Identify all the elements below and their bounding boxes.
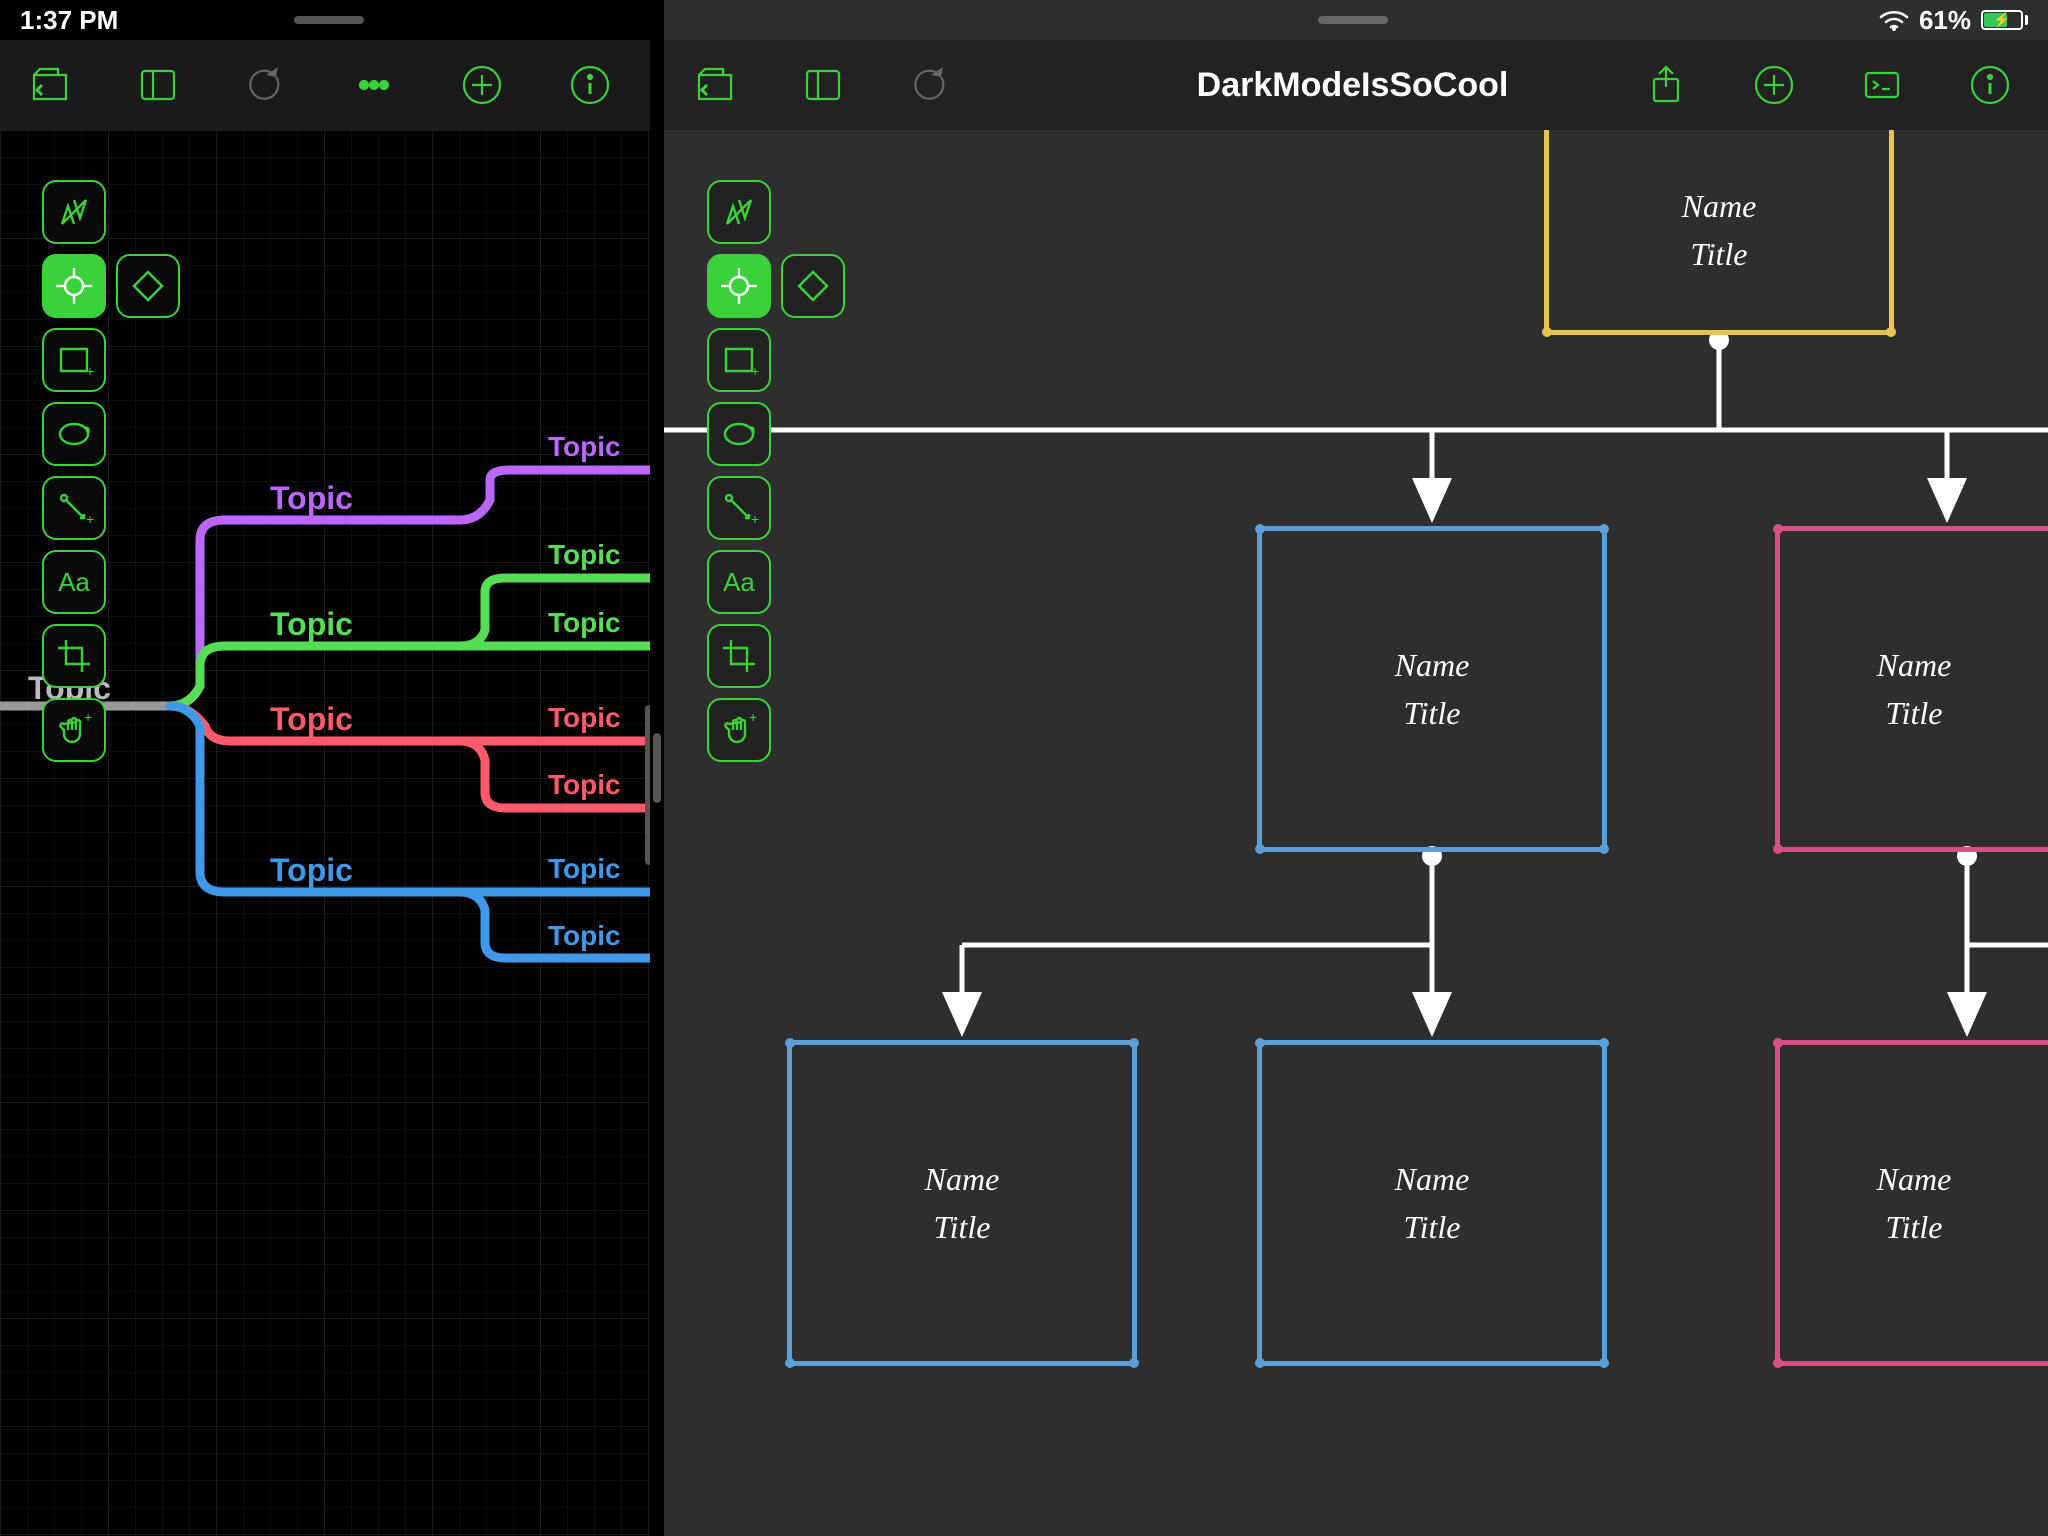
- status-bar-left: 1:37 PM: [0, 0, 657, 40]
- org-name: Name: [1395, 641, 1470, 689]
- topic-red-child1[interactable]: Topic: [548, 702, 621, 734]
- rect-tool[interactable]: +: [42, 328, 106, 392]
- org-box-mid-left[interactable]: Name Title: [1257, 526, 1607, 852]
- diamond-tool[interactable]: [116, 254, 180, 318]
- org-box-bot-3[interactable]: Name Title: [1775, 1040, 2048, 1366]
- org-name: Name: [1877, 1155, 1952, 1203]
- undo-button[interactable]: [238, 57, 294, 113]
- tool-palette-left: + + Aa +: [42, 180, 180, 762]
- topic-purple[interactable]: Topic: [270, 480, 353, 517]
- hand-tool[interactable]: +: [707, 698, 771, 762]
- org-title: Title: [1886, 689, 1943, 737]
- svg-text:+: +: [751, 363, 759, 379]
- more-button[interactable]: [346, 57, 402, 113]
- topic-green-child2[interactable]: Topic: [548, 607, 621, 639]
- pencil-tool[interactable]: [42, 180, 106, 244]
- topic-green-child1[interactable]: Topic: [548, 539, 621, 571]
- console-button[interactable]: [1854, 57, 1910, 113]
- crop-tool[interactable]: [707, 624, 771, 688]
- org-title: Title: [934, 1203, 991, 1251]
- diamond-tool[interactable]: [781, 254, 845, 318]
- documents-button[interactable]: [687, 57, 743, 113]
- line-tool[interactable]: +: [42, 476, 106, 540]
- topic-blue[interactable]: Topic: [270, 852, 353, 889]
- org-title: Title: [1886, 1203, 1943, 1251]
- org-box-top[interactable]: Name Title: [1544, 130, 1894, 335]
- topic-red[interactable]: Topic: [270, 701, 353, 738]
- org-name: Name: [1877, 641, 1952, 689]
- org-title: Title: [1404, 1203, 1461, 1251]
- svg-text:+: +: [86, 511, 94, 527]
- text-tool[interactable]: Aa: [707, 550, 771, 614]
- topic-purple-child[interactable]: Topic: [548, 431, 621, 463]
- undo-button[interactable]: [903, 57, 959, 113]
- svg-text:+: +: [84, 710, 92, 725]
- ellipse-tool[interactable]: [707, 402, 771, 466]
- org-name: Name: [925, 1155, 1000, 1203]
- right-toolbar: DarkModeIsSoCool: [657, 40, 2048, 130]
- split-resize-handle[interactable]: [650, 0, 664, 1536]
- rect-tool[interactable]: +: [707, 328, 771, 392]
- pencil-tool[interactable]: [707, 180, 771, 244]
- org-box-bot-2[interactable]: Name Title: [1257, 1040, 1607, 1366]
- left-app-pane: 1:37 PM +: [0, 0, 657, 1536]
- sidebar-toggle-button[interactable]: [130, 57, 186, 113]
- text-tool[interactable]: Aa: [42, 550, 106, 614]
- multitask-handle-icon[interactable]: [1318, 16, 1388, 24]
- tool-palette-right: + + Aa +: [707, 180, 845, 762]
- crop-tool[interactable]: [42, 624, 106, 688]
- right-canvas[interactable]: + + Aa +: [657, 130, 2048, 1536]
- target-tool[interactable]: [42, 254, 106, 318]
- add-button[interactable]: [454, 57, 510, 113]
- hand-tool[interactable]: +: [42, 698, 106, 762]
- battery-percent: 61%: [1919, 5, 1971, 36]
- svg-text:+: +: [86, 363, 94, 379]
- org-name: Name: [1395, 1155, 1470, 1203]
- battery-icon: ⚡: [1981, 10, 2028, 30]
- svg-text:+: +: [751, 511, 759, 527]
- org-title: Title: [1691, 230, 1748, 278]
- org-box-bot-1[interactable]: Name Title: [787, 1040, 1137, 1366]
- topic-red-child2[interactable]: Topic: [548, 769, 621, 801]
- target-tool[interactable]: [707, 254, 771, 318]
- wifi-icon: [1879, 9, 1909, 31]
- add-button[interactable]: [1746, 57, 1802, 113]
- right-app-pane: 61% ⚡ DarkModeIsSoCool: [657, 0, 2048, 1536]
- multitask-handle-icon[interactable]: [294, 16, 364, 24]
- org-title: Title: [1404, 689, 1461, 737]
- org-box-mid-right[interactable]: Name Title: [1775, 526, 2048, 852]
- svg-text:+: +: [749, 710, 757, 725]
- info-button[interactable]: [1962, 57, 2018, 113]
- topic-blue-child2[interactable]: Topic: [548, 920, 621, 952]
- left-canvas[interactable]: + + Aa +: [0, 130, 657, 1536]
- org-name: Name: [1682, 182, 1757, 230]
- status-bar-right: 61% ⚡: [657, 0, 2048, 40]
- documents-button[interactable]: [22, 57, 78, 113]
- document-title: DarkModeIsSoCool: [1197, 66, 1509, 105]
- line-tool[interactable]: +: [707, 476, 771, 540]
- topic-green[interactable]: Topic: [270, 606, 353, 643]
- ellipse-tool[interactable]: [42, 402, 106, 466]
- share-button[interactable]: [1638, 57, 1694, 113]
- sidebar-toggle-button[interactable]: [795, 57, 851, 113]
- info-button[interactable]: [562, 57, 618, 113]
- status-time: 1:37 PM: [20, 5, 118, 36]
- left-toolbar: [0, 40, 657, 130]
- topic-blue-child1[interactable]: Topic: [548, 853, 621, 885]
